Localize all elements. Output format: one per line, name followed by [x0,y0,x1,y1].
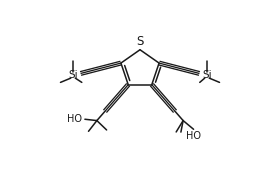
Text: HO: HO [67,114,81,124]
Text: HO: HO [186,131,201,141]
Text: S: S [136,35,144,48]
Text: Si: Si [202,70,212,81]
Text: Si: Si [68,70,78,81]
